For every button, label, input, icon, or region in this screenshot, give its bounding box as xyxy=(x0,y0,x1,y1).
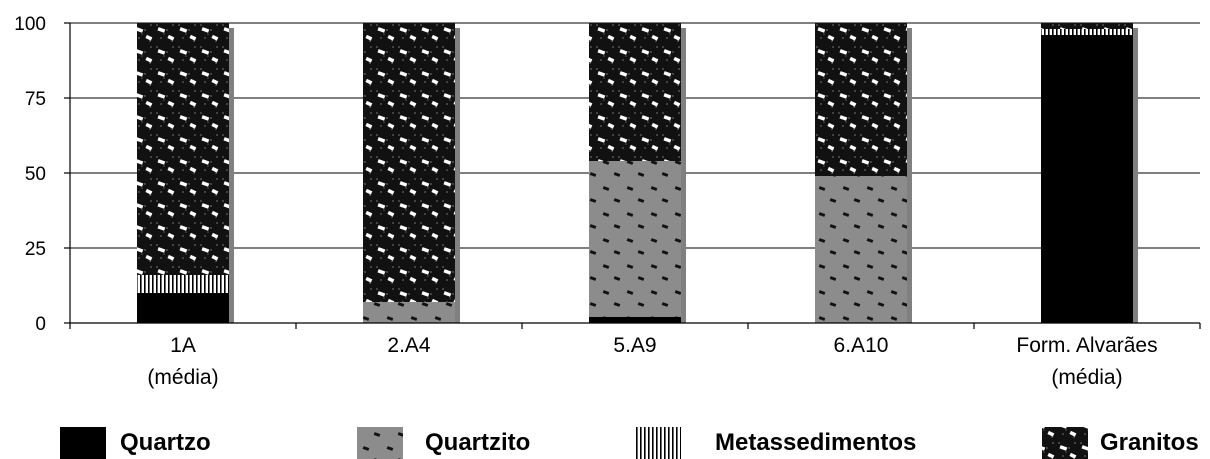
bars xyxy=(137,23,1138,323)
legend-swatch-granitos xyxy=(1042,427,1088,459)
legend: Quartzo Quartzito Metassedimentos Granitos xyxy=(60,427,1199,459)
y-tick-label: 100 xyxy=(14,14,46,35)
legend-label-quartzo: Quartzo xyxy=(120,429,211,456)
legend-label-quartzito: Quartzito xyxy=(425,429,530,456)
bar-metassedimentos-form-alvaraes-media xyxy=(1041,29,1133,35)
legend-swatch-quartzito xyxy=(357,427,403,459)
legend-label-granitos: Granitos xyxy=(1100,429,1199,456)
bar-granitos-6-a10 xyxy=(815,23,907,176)
x-category-labels: 1A (média) 2.A4 5.A9 6.A10 Form. Alvarães (méd… xyxy=(147,334,1157,389)
x-category-label: (média) xyxy=(147,366,218,389)
x-category-label: 2.A4 xyxy=(387,334,431,357)
legend-swatch-metassedimentos xyxy=(635,427,681,459)
x-category-label: (média) xyxy=(1051,366,1122,389)
y-tick-labels: 0 25 50 75 100 xyxy=(14,14,46,335)
axes xyxy=(64,22,1201,329)
bar-granitos-2-a4 xyxy=(363,23,455,302)
bar-metassedimentos-1a-media xyxy=(137,275,229,293)
y-tick-label: 50 xyxy=(25,164,46,185)
y-tick-label: 75 xyxy=(25,89,46,110)
bar-quartzo-1a-media xyxy=(137,293,229,323)
y-tick-label: 0 xyxy=(35,314,46,335)
bar-quartzito-6-a10 xyxy=(815,176,907,323)
x-category-label: 1A xyxy=(170,334,196,357)
bar-quartzito-2-a4 xyxy=(363,302,455,323)
legend-label-metassedimentos: Metassedimentos xyxy=(715,429,916,456)
bar-granitos-5-a9 xyxy=(589,23,681,161)
bar-granitos-form-alvaraes-media xyxy=(1041,23,1133,29)
x-category-label: Form. Alvarães xyxy=(1016,334,1157,357)
y-tick-label: 25 xyxy=(25,239,46,260)
bar-quartzo-form-alvaraes-media xyxy=(1041,35,1133,323)
bar-granitos-1a-media xyxy=(137,23,229,275)
x-category-label: 5.A9 xyxy=(613,334,656,357)
legend-swatch-quartzo xyxy=(60,427,106,459)
bar-quartzo-5-a9 xyxy=(589,317,681,323)
bar-quartzito-5-a9 xyxy=(589,161,681,317)
x-category-label: 6.A10 xyxy=(834,334,889,357)
